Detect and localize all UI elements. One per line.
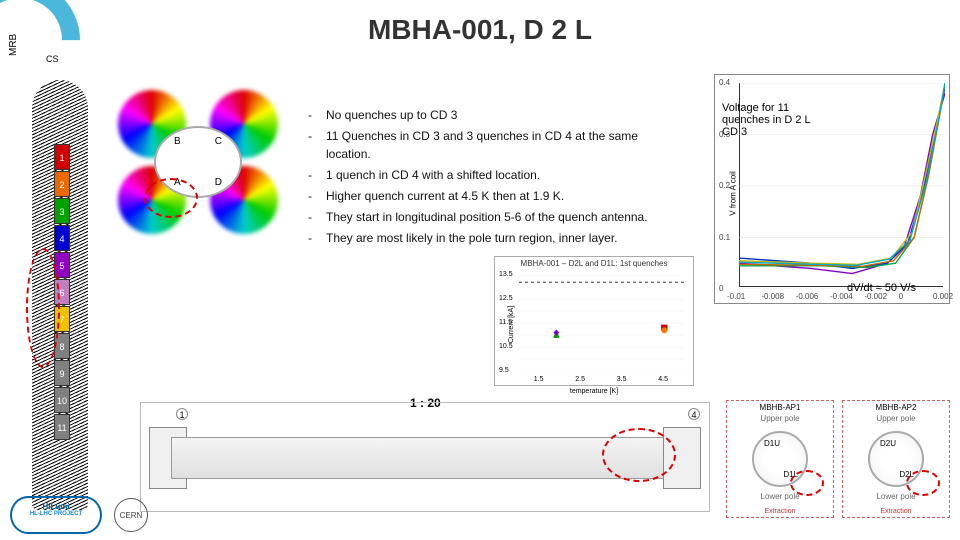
ap2-title: MBHB-AP2: [843, 403, 949, 412]
scatter-title: MBHA-001 – D2L and D1L: 1st quenches: [495, 259, 693, 268]
ap1-extraction: Extraction: [727, 508, 833, 515]
highlight-circle-ap2: [906, 470, 940, 496]
ap2-d2u: D2U: [880, 439, 896, 448]
coil-segment: 3: [54, 198, 70, 224]
coil-segment: 10: [54, 387, 70, 413]
ap1-upper: Upper pole: [727, 414, 833, 423]
dvdt-annotation: dV/dt ≈ 50 V/s: [847, 282, 916, 294]
quench-scatter-chart: MBHA-001 – D2L and D1L: 1st quenches Cur…: [494, 256, 694, 386]
coil-segment: 11: [54, 414, 70, 440]
cs-label-c: C: [215, 136, 222, 147]
ap1-d1u: D1U: [764, 439, 780, 448]
vchart-caption: Voltage for 11 quenches in D 2 L CD 3: [722, 102, 822, 138]
aperture-panel-1: MBHB-AP1 Upper pole D1U D1L Lower pole E…: [726, 400, 834, 518]
ap2-upper: Upper pole: [843, 414, 949, 423]
ap2-extraction: Extraction: [843, 508, 949, 515]
note-item: 11 Quenches in CD 3 and 3 quenches in CD…: [308, 127, 678, 163]
page-title: MBHA-001, D 2 L: [0, 14, 960, 46]
cs-label-d: D: [215, 177, 222, 188]
mrb-axis-label: MRB: [8, 34, 19, 56]
vchart-ylabel: V from A coil: [729, 171, 738, 215]
highlight-circle-ap1: [790, 470, 824, 496]
hilumi-logo: HiLumi HL-LHC PROJECT: [10, 496, 102, 534]
cs-label-b: B: [174, 136, 181, 147]
note-item: 1 quench in CD 4 with a shifted location…: [308, 166, 678, 184]
highlight-circle-cross-section: [144, 178, 198, 218]
aperture-panel-2: MBHB-AP2 Upper pole D2U D2L Lower pole E…: [842, 400, 950, 518]
scatter-xlabel: temperature [K]: [495, 388, 693, 395]
notes-list: No quenches up to CD 3 11 Quenches in CD …: [308, 106, 678, 250]
coil-segment: 2: [54, 171, 70, 197]
ap1-title: MBHB-AP1: [727, 403, 833, 412]
cross-section-diagram: B C A D: [110, 86, 290, 236]
cern-logo: CERN: [114, 498, 148, 532]
note-item: No quenches up to CD 3: [308, 106, 678, 124]
cs-label: CS: [46, 54, 59, 64]
note-item: Higher quench current at 4.5 K then at 1…: [308, 187, 678, 205]
coil-segment: 4: [54, 225, 70, 251]
highlight-circle-stack: [26, 248, 60, 368]
note-item: They start in longitudinal position 5-6 …: [308, 208, 678, 226]
coil-segment: 9: [54, 360, 70, 386]
note-item: They are most likely in the pole turn re…: [308, 229, 678, 247]
highlight-circle-drawing: [602, 428, 676, 482]
coil-segment: 1: [54, 144, 70, 170]
